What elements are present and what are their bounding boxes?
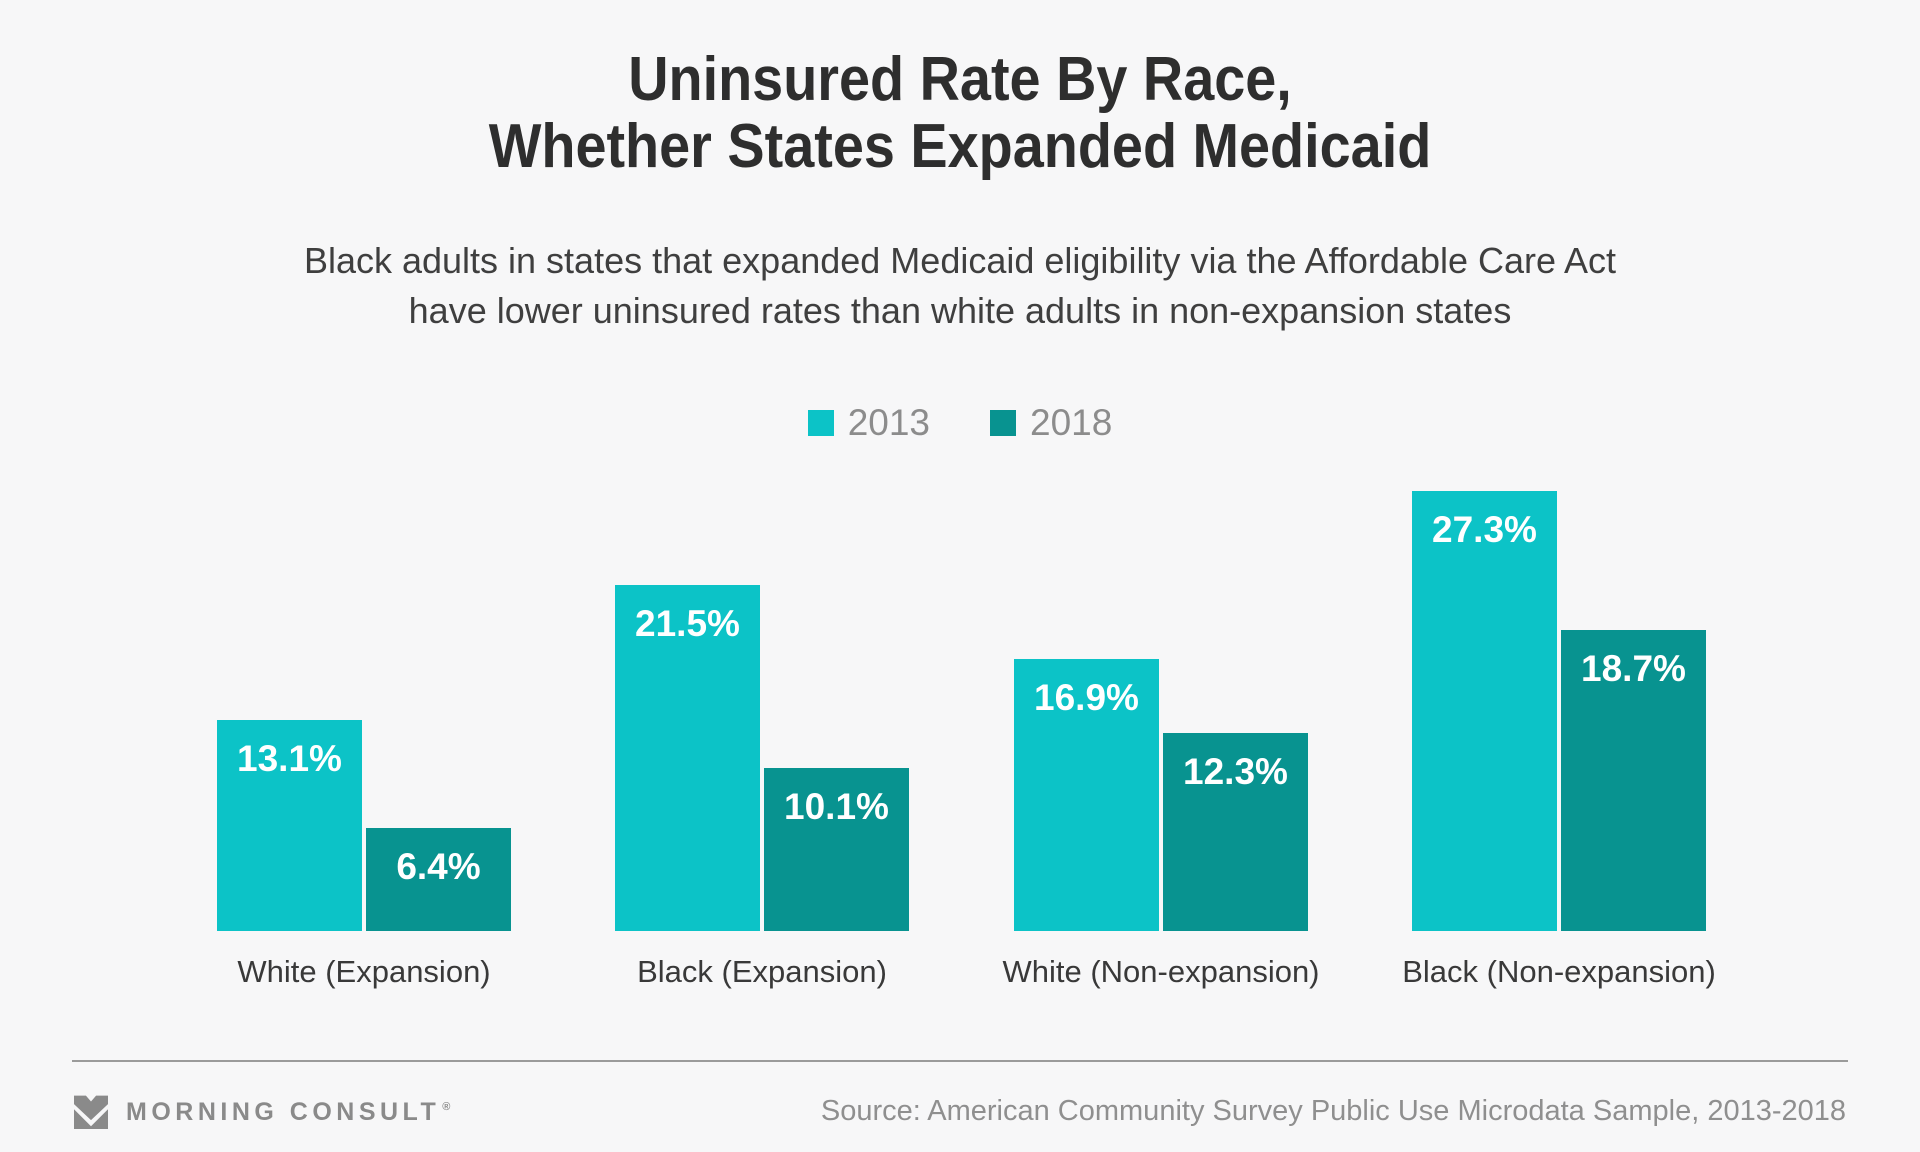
bar-2018-black-non-expansion: 18.7% [1561,630,1706,931]
bar-2013-black-non-expansion: 27.3% [1412,491,1557,931]
chart-subtitle: Black adults in states that expanded Med… [0,236,1920,336]
brand-name: MORNING CONSULT ® [126,1097,451,1126]
bar-2018-white-expansion: 6.4% [366,828,511,931]
bar-2018-white-non-expansion: 12.3% [1163,733,1308,931]
bar-value-label: 12.3% [1183,751,1288,792]
brand-logo: MORNING CONSULT ® [72,1092,450,1132]
bar-2013-white-non-expansion: 16.9% [1014,659,1159,931]
legend-swatch-icon [807,409,834,436]
bar-value-label: 16.9% [1034,677,1139,718]
chart-legend: 2013 2018 [0,404,1920,441]
category-label: Black (Expansion) [637,954,887,989]
category-label: White (Non-expansion) [1002,954,1320,989]
chart-title-line2: Whether States Expanded Medicaid [488,112,1432,181]
bar-2013-black-expansion: 21.5% [615,585,760,931]
chart-subtitle-line2: have lower uninsured rates than white ad… [408,290,1512,331]
bar-value-label: 13.1% [237,738,342,779]
registered-mark: ® [442,1101,451,1114]
legend-label: 2013 [847,402,930,443]
chart-title: Uninsured Rate By Race, Whether States E… [96,46,1824,180]
source-attribution: Source: American Community Survey Public… [820,1095,1846,1127]
bar-value-label: 18.7% [1581,648,1686,689]
bar-value-label: 10.1% [784,786,889,827]
bar-value-label: 6.4% [396,846,481,887]
legend-label: 2018 [1030,402,1113,443]
category-label: Black (Non-expansion) [1402,954,1716,989]
legend-swatch-icon [990,409,1016,436]
chart-subtitle-line1: Black adults in states that expanded Med… [303,240,1617,281]
brand-name-text: MORNING CONSULT [126,1097,441,1126]
legend-item-2013: 2013 [807,402,930,443]
legend-item-2018: 2018 [990,404,1112,441]
footer-divider [72,1060,1848,1062]
bar-value-label: 27.3% [1432,509,1537,550]
category-label: White (Expansion) [237,954,491,989]
bar-value-label: 21.5% [635,603,740,644]
chart-title-line1: Uninsured Rate By Race, [628,45,1292,114]
bar-2013-white-expansion: 13.1% [217,720,362,931]
bar-2018-black-expansion: 10.1% [764,768,909,931]
morning-consult-m-icon [74,1095,108,1129]
